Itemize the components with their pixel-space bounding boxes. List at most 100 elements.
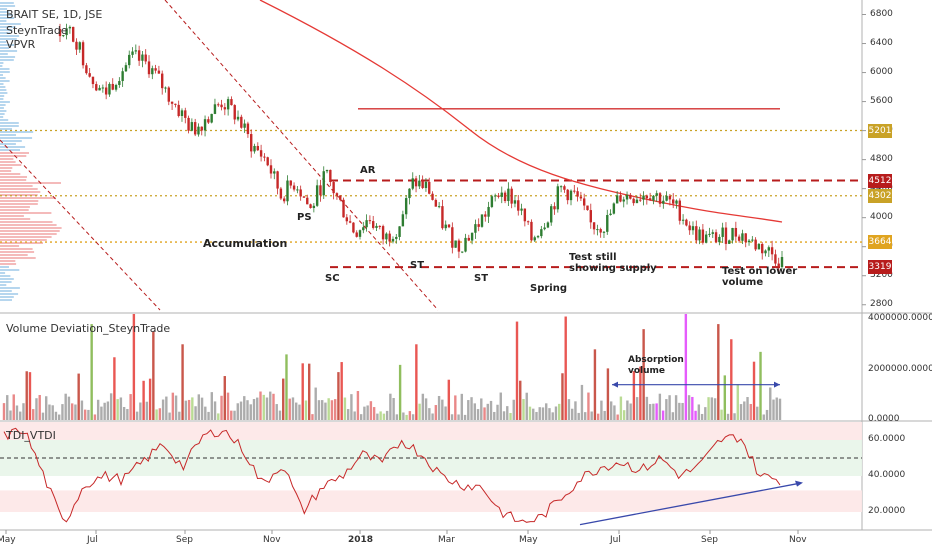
volume-bar <box>285 354 288 420</box>
vpvr-bar <box>0 254 28 256</box>
candle-body <box>695 226 698 241</box>
time-tick-label: Jul <box>87 535 98 545</box>
volume-bar <box>512 399 515 420</box>
vpvr-bar <box>0 173 21 175</box>
price-level-tag: 3664 <box>868 235 892 250</box>
candle-body <box>289 180 292 186</box>
candle-body <box>365 220 368 228</box>
volume-bar <box>509 413 512 420</box>
vpvr-bar <box>0 2 14 4</box>
candle-body <box>371 221 375 228</box>
candle-body <box>431 193 434 200</box>
vpvr-bar <box>0 236 52 238</box>
candle-body <box>652 195 655 201</box>
vpvr-bar <box>0 278 14 280</box>
indicator-vpvr-label[interactable]: VPVR <box>6 38 36 51</box>
volume-bar <box>308 363 311 420</box>
candle-body <box>75 41 78 50</box>
candle-body <box>424 181 428 189</box>
candle-body <box>213 104 217 114</box>
time-tick-label: Sep <box>701 535 718 545</box>
vpvr-bar <box>0 146 26 148</box>
tdi-pane-title[interactable]: TDI_VTDI <box>6 429 56 442</box>
volume-bar <box>749 403 752 420</box>
volume-bar <box>122 407 126 420</box>
volume-bar <box>226 392 230 420</box>
candle-body <box>161 73 164 89</box>
volume-bar <box>603 410 606 420</box>
volume-bar <box>129 394 132 420</box>
volume-bar <box>54 411 58 420</box>
volume-bar <box>132 314 136 420</box>
candle-body <box>629 194 632 199</box>
volume-bar <box>700 413 704 420</box>
vpvr-bar <box>0 26 16 28</box>
volume-bar <box>778 398 782 420</box>
price-tick-label: 5600 <box>870 95 893 106</box>
candle-body <box>190 122 194 131</box>
volume-bar <box>246 400 249 420</box>
time-tick-label: Jul <box>610 535 621 545</box>
volume-bar <box>444 406 447 420</box>
candle-body <box>157 70 161 74</box>
volume-bar <box>343 397 347 420</box>
vpvr-bar <box>0 287 20 289</box>
candle-body <box>108 83 111 95</box>
candle-body <box>589 210 592 223</box>
candle-body <box>731 227 734 241</box>
volume-bar <box>551 412 554 420</box>
vpvr-bar <box>0 221 53 223</box>
candle-body <box>500 192 503 197</box>
vpvr-bar <box>0 86 6 88</box>
indicator-steyntrade-label[interactable]: SteynTrade <box>6 24 68 37</box>
volume-bars <box>2 314 782 420</box>
price-tick-label: 6000 <box>870 66 893 77</box>
vpvr-bar <box>0 8 8 10</box>
volume-bar <box>561 373 564 420</box>
volume-bar <box>389 393 392 420</box>
candle-body <box>329 169 332 183</box>
volume-bar <box>113 357 116 420</box>
candle-body <box>665 195 668 201</box>
candle-body <box>609 213 612 216</box>
volume-bar <box>353 411 356 420</box>
volume-bar <box>139 402 142 420</box>
volume-bar <box>32 409 35 420</box>
sc-annotation: SC <box>325 273 340 284</box>
candle-body <box>164 87 167 89</box>
volume-tick-label: 4000000.0000 <box>868 313 932 324</box>
volume-bar <box>593 349 597 420</box>
vpvr-bar <box>0 68 10 70</box>
candle-body <box>385 233 388 240</box>
vpvr-bar <box>0 20 7 22</box>
candle-body <box>441 206 444 229</box>
vpvr-bar <box>0 182 61 184</box>
candle-body <box>355 232 358 237</box>
vpvr-bar <box>0 290 12 292</box>
vpvr-bar <box>0 98 4 100</box>
volume-bar <box>502 411 506 420</box>
candle-body <box>124 65 128 72</box>
candle-body <box>751 239 754 241</box>
volume-bar <box>655 403 658 420</box>
volume-bar <box>704 407 707 420</box>
vpvr-bar <box>0 266 9 268</box>
volume-bar <box>304 400 308 420</box>
volume-pane-title[interactable]: Volume Deviation_SteynTrade <box>6 322 171 335</box>
candle-body <box>701 229 705 243</box>
candle-body <box>263 156 266 158</box>
vpvr-bar <box>0 23 21 25</box>
candle-body <box>299 189 302 197</box>
vpvr-bar <box>0 242 43 244</box>
price-tick-label: 2800 <box>870 298 893 309</box>
volume-bar <box>723 375 727 420</box>
candle-body <box>282 198 286 202</box>
volume-bar <box>350 394 353 420</box>
volume-bar <box>661 410 665 420</box>
volume-bar <box>19 411 22 420</box>
volume-bar <box>333 399 337 420</box>
candle-body <box>467 237 471 241</box>
candle-body <box>474 224 477 233</box>
